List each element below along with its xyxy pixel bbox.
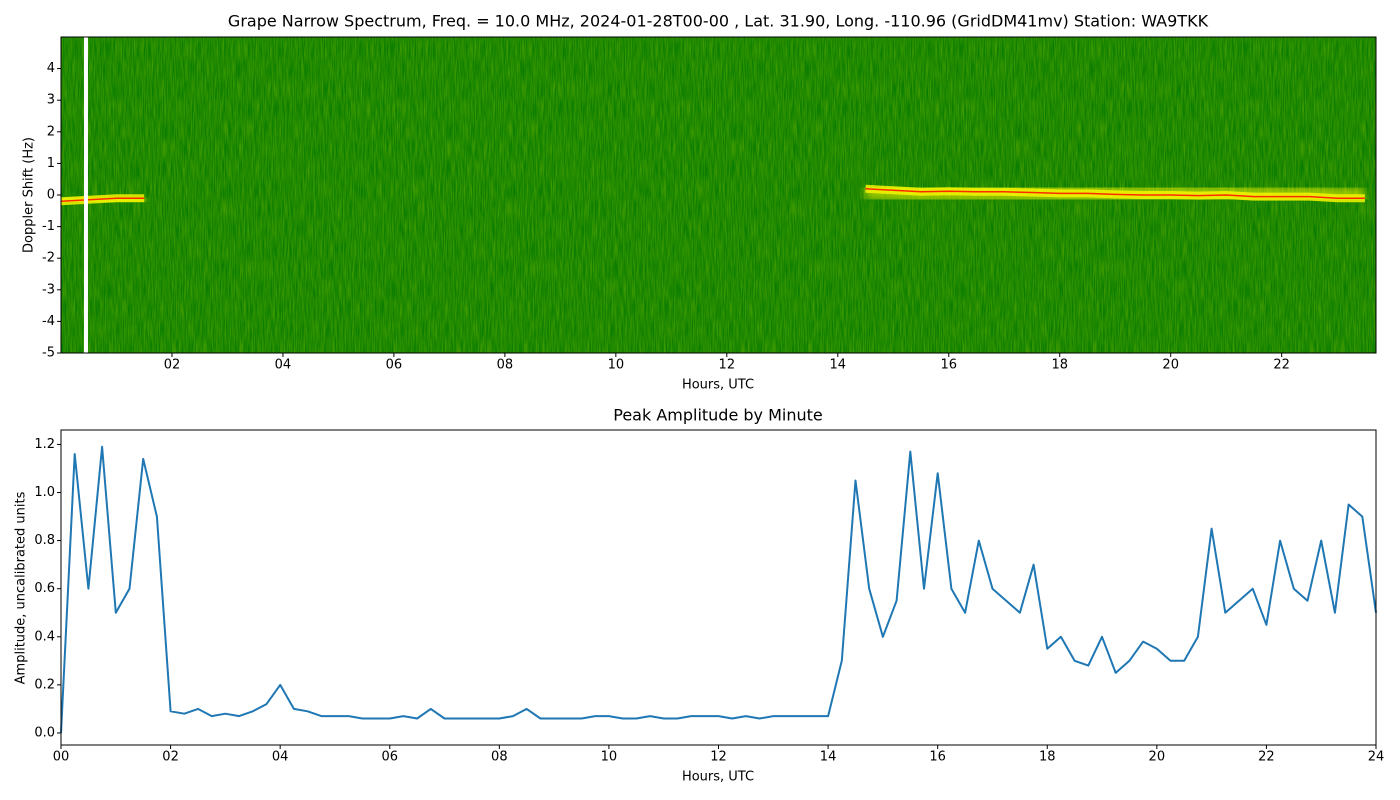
spectrogram-plot [61, 37, 1365, 353]
y-tick-label: 3 [47, 93, 55, 108]
x-tick-label: 22 [1273, 358, 1290, 373]
plot-frame [60, 429, 1377, 746]
y-tick-label: -2 [42, 251, 55, 266]
x-tick-label: 08 [497, 358, 514, 373]
y-tick-label: 0.6 [34, 581, 55, 596]
x-tick-label: 22 [1258, 750, 1275, 765]
y-tick-label: 0.4 [34, 629, 55, 644]
x-tick-label: 20 [1162, 358, 1179, 373]
x-tick-label: 10 [601, 750, 618, 765]
plot-frame [60, 36, 1377, 354]
y-tick-label: -3 [42, 282, 55, 297]
y-tick-label: 2 [47, 124, 55, 139]
x-axis-label: Hours, UTC [682, 770, 754, 785]
x-tick-label: 20 [1149, 750, 1166, 765]
x-tick-label: 06 [381, 750, 398, 765]
x-tick-label: 16 [929, 750, 946, 765]
x-tick-label: 08 [491, 750, 508, 765]
y-tick-label: 0.2 [34, 677, 55, 692]
y-tick-label: 0.8 [34, 533, 55, 548]
y-tick-label: -4 [42, 314, 55, 329]
x-tick-label: 18 [1051, 358, 1068, 373]
y-axis-label: Amplitude, uncalibrated units [14, 491, 29, 684]
chart-title: Grape Narrow Spectrum, Freq. = 10.0 MHz,… [228, 12, 1209, 31]
x-tick-label: 24 [1368, 750, 1385, 765]
amplitude-line [60, 445, 1377, 734]
y-axis-label: Doppler Shift (Hz) [22, 137, 37, 253]
x-axis-label: Hours, UTC [682, 378, 754, 393]
y-tick-label: 1.2 [34, 437, 55, 452]
x-tick-label: 12 [719, 358, 736, 373]
x-tick-label: 06 [386, 358, 403, 373]
x-tick-label: 12 [710, 750, 727, 765]
y-tick-label: 0 [47, 188, 55, 203]
x-tick-label: 14 [820, 750, 837, 765]
x-tick-label: 16 [940, 358, 957, 373]
doppler-trace [61, 197, 145, 203]
y-tick-label: 1.0 [34, 485, 55, 500]
x-tick-label: 00 [53, 750, 70, 765]
y-tick-label: 0.0 [34, 725, 55, 740]
doppler-trace [865, 187, 1365, 199]
x-tick-label: 14 [830, 358, 847, 373]
y-tick-label: 4 [47, 61, 55, 76]
y-tick-label: -1 [42, 219, 55, 234]
x-tick-label: 02 [162, 750, 179, 765]
x-tick-label: 04 [275, 358, 292, 373]
x-tick-label: 10 [608, 358, 625, 373]
y-tick-label: -5 [42, 346, 55, 361]
chart-title: Peak Amplitude by Minute [613, 406, 823, 425]
y-tick-label: 1 [47, 156, 55, 171]
x-tick-label: 02 [164, 358, 181, 373]
x-tick-label: 04 [272, 750, 289, 765]
x-tick-label: 18 [1039, 750, 1056, 765]
